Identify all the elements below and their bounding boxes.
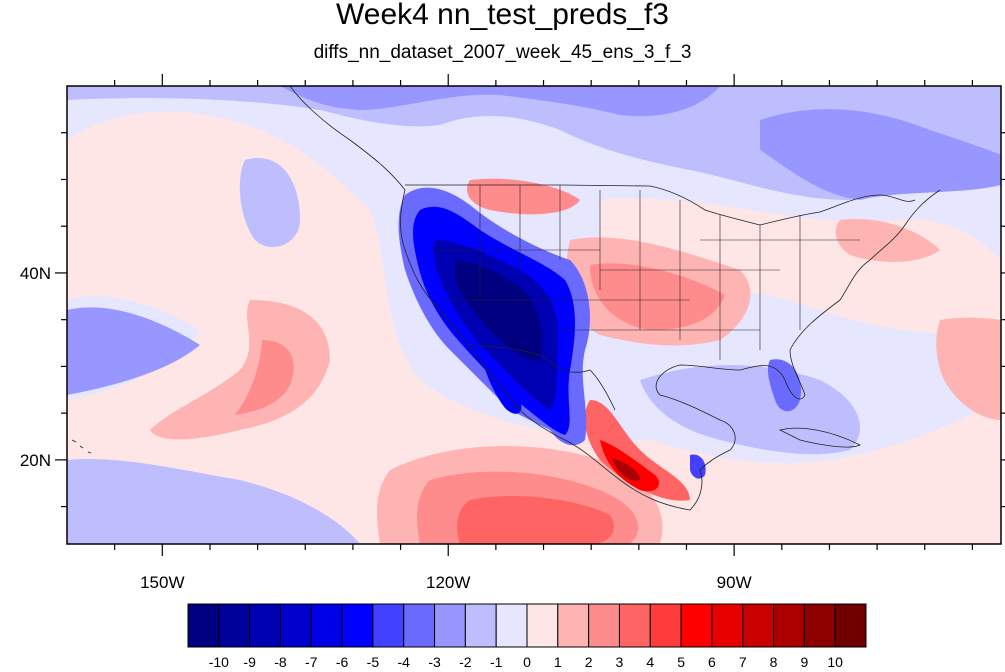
axis-ticks [55, 74, 1005, 556]
colorbar-swatch [249, 603, 281, 648]
plot-subtitle: diffs_nn_dataset_2007_week_45_ens_3_f_3 [313, 42, 692, 63]
field-patch-red-subtropics-deep [457, 495, 614, 544]
colorbar-label: -2 [459, 654, 472, 670]
colorbar-label: -9 [243, 654, 256, 670]
field-patch-blue-gulf [640, 365, 860, 455]
field-patch-red-northeast [835, 219, 940, 262]
plot-title: Week4 nn_test_preds_f3 [335, 0, 669, 31]
colorbar-swatch [434, 603, 466, 648]
colorbar-swatch [372, 603, 405, 648]
colorbar-label: -7 [305, 654, 318, 670]
colorbar-label: -8 [274, 654, 287, 670]
colorbar-label: -3 [428, 654, 441, 670]
colorbar-label: 0 [523, 654, 531, 670]
state-borders [430, 185, 860, 360]
lat-tick-label: 20N [20, 451, 51, 470]
colorbar-label: 9 [800, 654, 808, 670]
colorbar-label: -1 [490, 654, 503, 670]
field-patch-red-mexico-deep [612, 458, 640, 481]
colorbar-swatch [341, 603, 374, 648]
colorbar-swatch [803, 603, 836, 648]
colorbar-swatch [711, 603, 744, 648]
field-patch-blue-north-dark [280, 86, 720, 117]
field-patch-blue-pacific-2 [67, 307, 200, 395]
field-patch-red-northern-plains [466, 178, 580, 215]
field-patch-blue-pacific [239, 158, 300, 248]
colorbar-swatch [218, 603, 251, 648]
us-mexico-border [469, 344, 616, 411]
colorbar-swatch [310, 603, 343, 648]
colorbar-swatch [526, 603, 559, 648]
colorbar-labels: -10 -9 -8 -7 -6 -5 -4 -3 -2 -1 0 1 2 3 4 5 6 7 8 9 10 [209, 654, 843, 670]
colorbar-swatch [495, 603, 528, 648]
coastline-layer [71, 86, 941, 511]
colorbar-label: 2 [585, 654, 593, 670]
colorbar-swatch [279, 603, 312, 648]
colorbar-label: 7 [739, 654, 747, 670]
map-frame [66, 85, 1002, 545]
colorbar-swatch [403, 603, 436, 648]
colorbar-swatch [680, 603, 713, 648]
field-patch-blue-southwest-deepest [455, 260, 542, 361]
hawaii-islands [71, 439, 92, 454]
field-patch-red-atlantic [936, 317, 1001, 420]
colorbar-swatch [742, 603, 775, 648]
field-patch-blue-south [67, 459, 360, 544]
colorbar-swatch [187, 603, 220, 648]
lon-tick-label: 90W [717, 573, 752, 592]
colorbar-swatch [773, 603, 805, 648]
field-patch-blue-northeast [760, 109, 1001, 200]
field-patch-blue-baja [480, 350, 522, 414]
cuba-outline [778, 427, 861, 448]
lon-tick-label: 120W [426, 573, 470, 592]
north-america-coastline [289, 86, 941, 511]
field-patch-blue-florida [767, 359, 801, 412]
lon-tick-label: 150W [140, 573, 184, 592]
colorbar-swatch [834, 603, 867, 648]
field-patch-blue-yucatan [690, 454, 706, 479]
field-patch-red-mexico [584, 400, 690, 501]
colorbar-label: 8 [770, 654, 778, 670]
colorbar-label: 3 [616, 654, 624, 670]
colorbar-label: -4 [398, 654, 411, 670]
colorbar-label: 4 [646, 654, 654, 670]
colorbar-swatch [557, 603, 590, 648]
field-patch-pale-red-west [67, 111, 1001, 544]
colorbar-label: 5 [677, 654, 685, 670]
colorbar-label: -10 [209, 654, 229, 670]
lat-tick-label: 40N [20, 264, 51, 283]
colorbar-label: -6 [336, 654, 349, 670]
us-canada-border [405, 184, 916, 226]
colorbar-label: -5 [367, 654, 380, 670]
field-patch-red-central-core [590, 263, 725, 330]
field-patch-red-mexico-core [600, 440, 660, 492]
field-patch-blue-north [67, 86, 1001, 200]
colorbar-swatch [649, 603, 682, 648]
field-layer [67, 86, 1001, 544]
colorbar-swatch [618, 603, 651, 648]
field-patch-red-pacific-plume-core [235, 340, 294, 415]
colorbar-swatch [588, 603, 620, 648]
colorbar-label: 10 [827, 654, 843, 670]
axis-tick-labels: 40N 20N 150W 120W 90W [20, 264, 752, 592]
colorbar-label: 1 [554, 654, 562, 670]
colorbar-swatch [464, 603, 497, 648]
colorbar-label: 6 [708, 654, 716, 670]
field-patch-red-pacific-plume [150, 300, 330, 440]
colorbar [187, 603, 867, 648]
